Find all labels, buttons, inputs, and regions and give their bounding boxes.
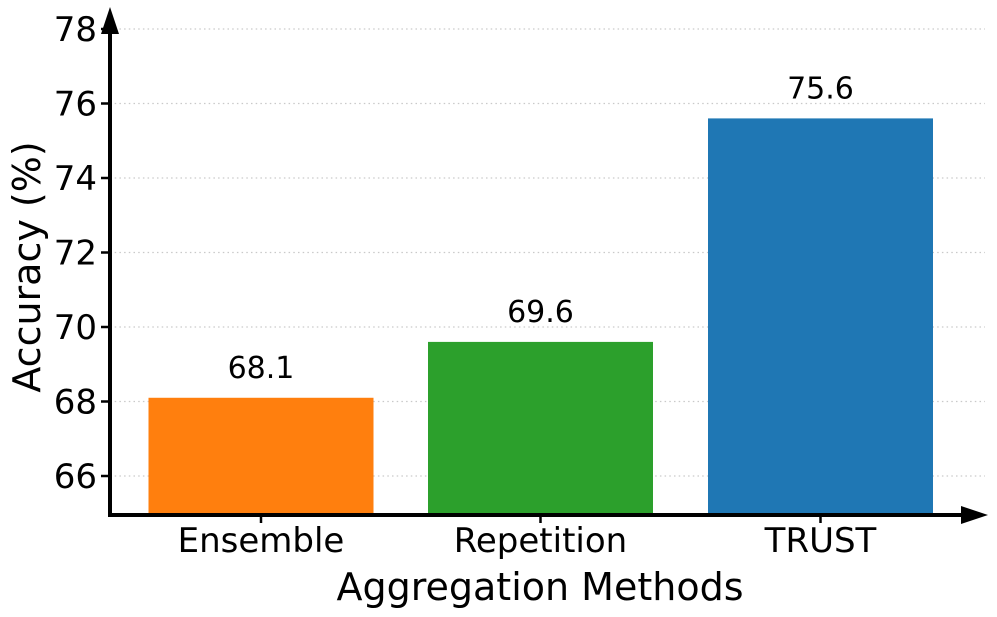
y-tick-label: 66 <box>54 457 97 497</box>
y-tick-label: 76 <box>54 85 97 125</box>
y-axis-arrow <box>101 7 119 34</box>
y-tick-label: 74 <box>54 159 97 199</box>
y-tick-label: 70 <box>54 308 97 348</box>
y-tick-label: 68 <box>54 383 97 423</box>
bar-repetition <box>428 341 653 515</box>
bar-value-label: 75.6 <box>787 71 854 106</box>
y-tick-label: 72 <box>54 234 97 274</box>
x-axis-title: Aggregation Methods <box>337 565 744 609</box>
x-tick-label: Repetition <box>454 521 627 561</box>
x-tick-label: Ensemble <box>178 521 345 561</box>
y-tick-label: 78 <box>54 10 97 50</box>
bar-ensemble <box>148 397 374 515</box>
x-tick-label: TRUST <box>764 521 877 561</box>
bar-value-label: 68.1 <box>228 351 295 386</box>
bar-trust <box>708 118 933 516</box>
y-axis-title: Accuracy (%) <box>5 141 49 392</box>
x-axis-arrow <box>961 506 988 524</box>
bar-value-label: 69.6 <box>507 295 574 330</box>
